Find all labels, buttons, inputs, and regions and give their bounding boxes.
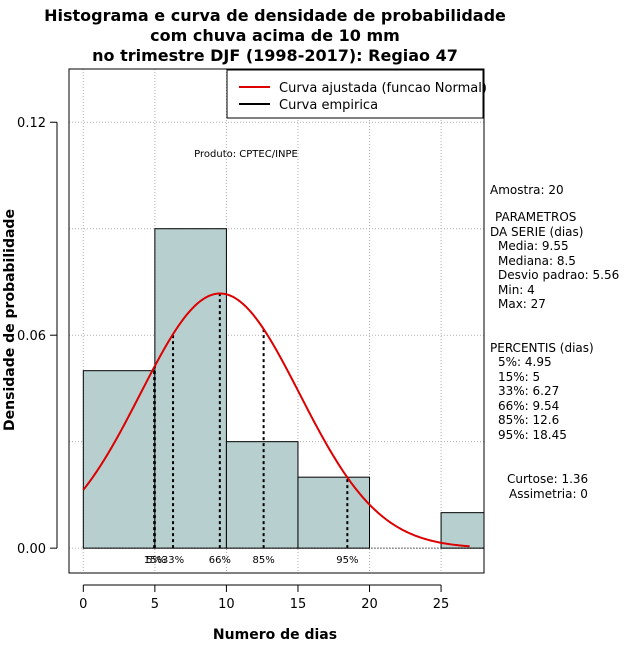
histogram-bar-5: [440, 512, 485, 549]
y-tick-label-1: 0.06: [17, 329, 46, 344]
percentile-66: 66%: 9.54: [498, 399, 559, 413]
plot-frame: [68, 68, 485, 574]
y-tick-label-2: 0.12: [17, 116, 46, 131]
y-axis: 0.00 0.06 0.12: [17, 116, 58, 557]
percentile-lines: 5%15%33% 66% 85% 95%: [144, 293, 358, 566]
percentile-95: 95%: 18.45: [498, 428, 567, 442]
param-median: Mediana: 8.5: [498, 254, 576, 268]
percentile-5: 5%: 4.95: [498, 355, 552, 369]
percentile-label-95%: 95%: [336, 555, 358, 566]
percentile-85: 85%: 12.6: [498, 413, 559, 427]
percentile-label-66%: 66%: [209, 555, 231, 566]
percentile-label-15%: 15%: [144, 555, 166, 566]
y-tick-label-0: 0.00: [17, 542, 46, 557]
x-axis-title: Numero de dias: [213, 627, 337, 643]
x-tick-label-5: 5: [151, 597, 159, 612]
x-axis: 0 5 10 15 20 25: [79, 584, 450, 612]
y-axis-title: Densidade de probabilidade: [2, 209, 18, 431]
kurtosis: Curtose: 1.36: [507, 472, 588, 486]
x-tick-label-10: 10: [218, 597, 235, 612]
product-credit: Produto: CPTEC/INPE: [194, 149, 298, 160]
x-tick-label-15: 15: [290, 597, 307, 612]
legend-box: [226, 69, 484, 119]
sample-size: Amostra: 20: [490, 183, 564, 197]
normal-curve: [82, 292, 470, 548]
histogram-bar-0: [82, 370, 156, 549]
skewness: Assimetria: 0: [509, 487, 588, 501]
chart-title-line-2: com chuva acima de 10 mm: [150, 26, 400, 45]
percentile-33: 33%: 6.27: [498, 384, 559, 398]
percentile-15: 15%: 5: [498, 370, 540, 384]
chart-title-line-1: Histograma e curva de densidade de proba…: [44, 6, 506, 25]
param-max: Max: 27: [498, 297, 546, 311]
x-tick-label-20: 20: [361, 597, 378, 612]
histogram-bars: [82, 228, 485, 549]
histogram-bar-2: [225, 441, 299, 549]
percentile-label-5%: 5%: [146, 555, 162, 566]
chart-title-line-3: no trimestre DJF (1998-2017): Regiao 47: [92, 46, 458, 65]
grid: [69, 69, 484, 573]
params-title-1: PARAMETROS: [495, 210, 576, 224]
percentile-label-33%: 33%: [162, 555, 184, 566]
param-std: Desvio padrao: 5.56: [498, 268, 619, 282]
params-title-2: DA SERIE (dias): [490, 225, 583, 239]
legend-label-normal: Curva ajustada (funcao Normal): [279, 81, 487, 96]
histogram-bar-1: [154, 228, 227, 549]
histogram-bar-3: [297, 476, 371, 549]
x-tick-label-25: 25: [433, 597, 450, 612]
param-mean: Media: 9.55: [498, 239, 569, 253]
percentile-label-85%: 85%: [253, 555, 275, 566]
percentiles-title: PERCENTIS (dias): [490, 341, 594, 355]
normal-curve-line: [82, 292, 470, 548]
param-min: Min: 4: [498, 283, 535, 297]
legend-label-empirical: Curva empirica: [279, 98, 378, 113]
x-tick-label-0: 0: [79, 597, 87, 612]
legend: Curva ajustada (funcao Normal) Curva emp…: [226, 69, 487, 119]
statistics-panel: Amostra: 20 PARAMETROS DA SERIE (dias) M…: [490, 183, 619, 501]
